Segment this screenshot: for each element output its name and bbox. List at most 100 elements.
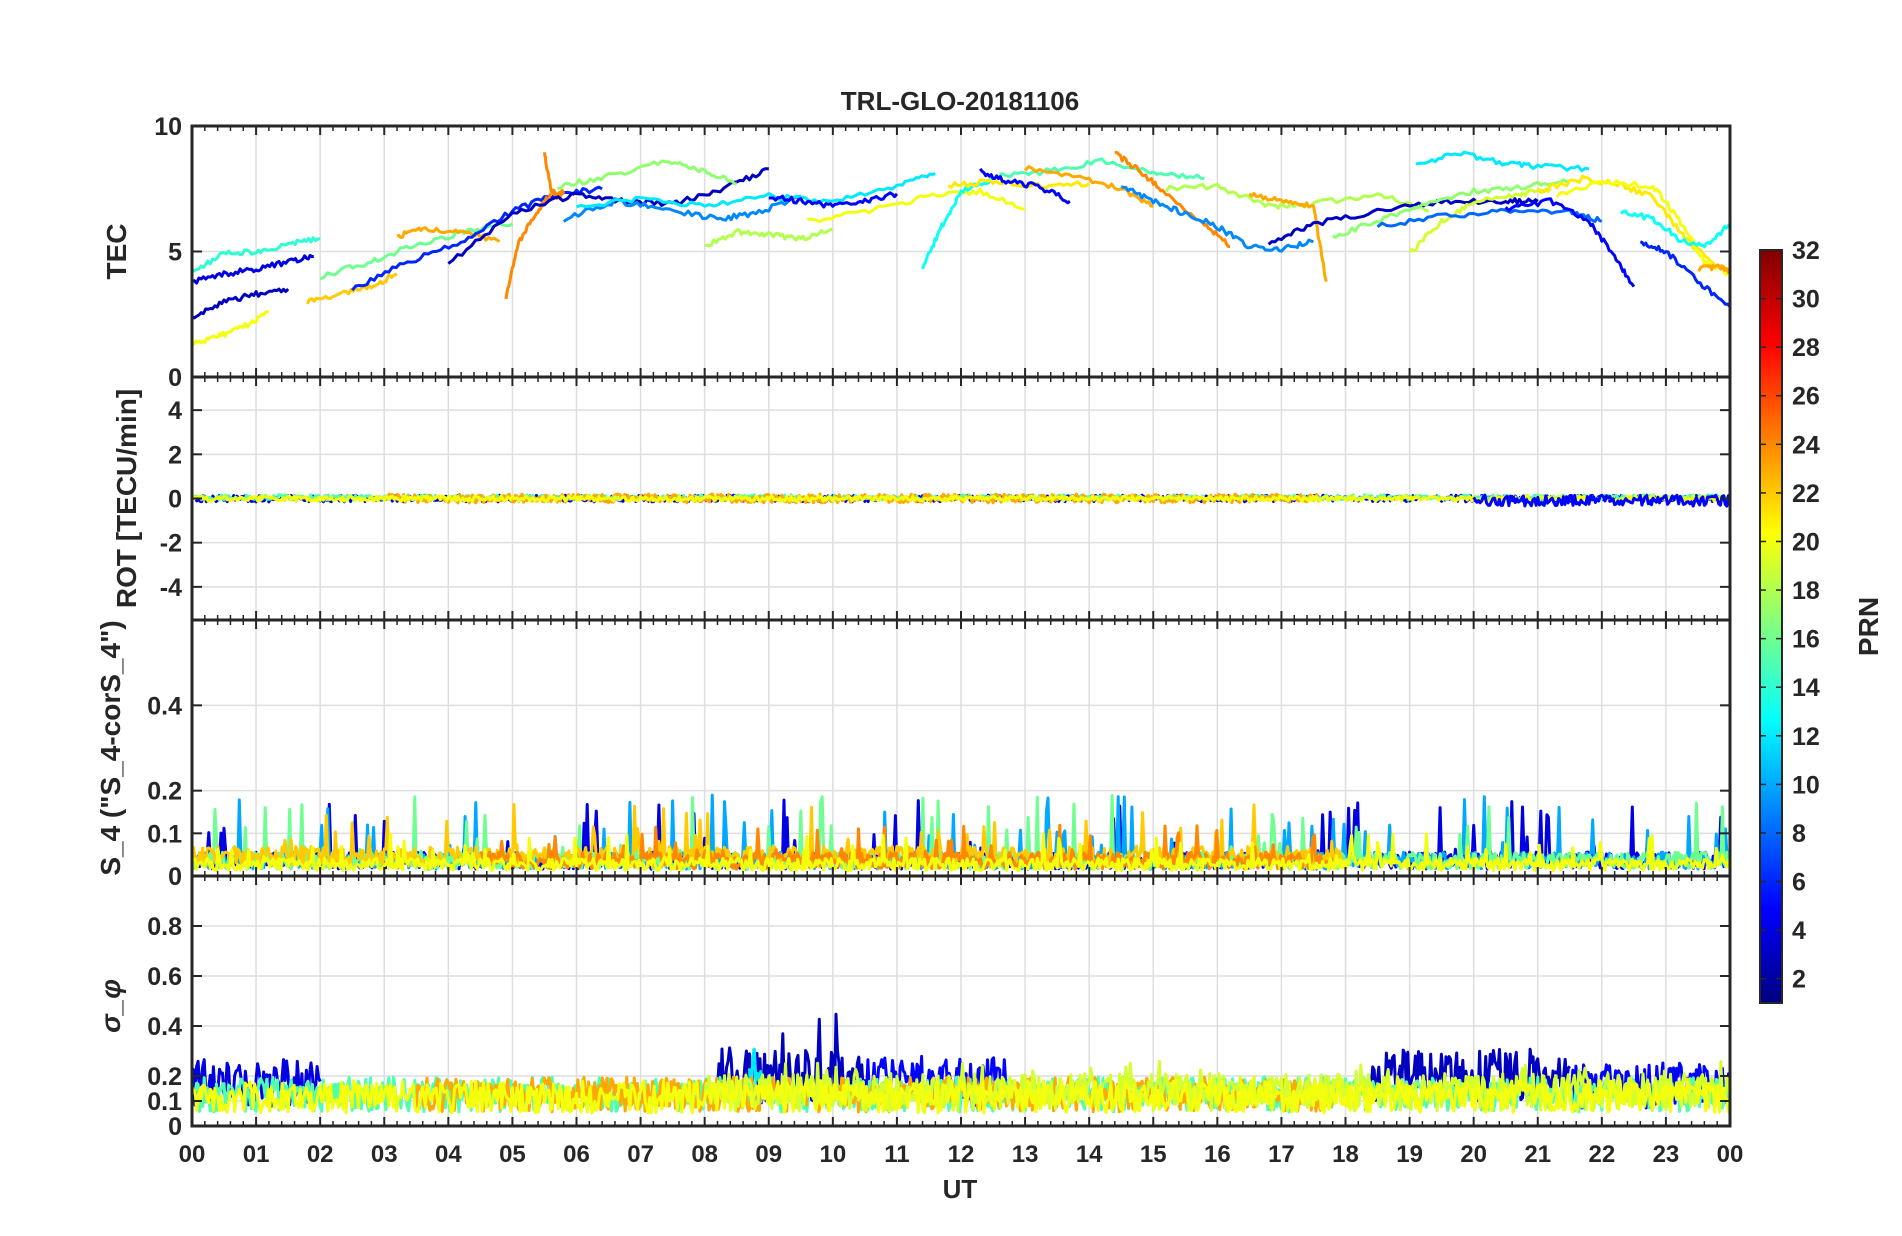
y-tick-label-tec: 0 (168, 364, 182, 392)
series-line-tec-prn-23 (1248, 191, 1328, 283)
series-line-tec-prn-12 (1415, 150, 1590, 173)
colorbar-tick-label: 28 (1792, 334, 1820, 362)
y-tick-label-sigma_phi: 0.2 (147, 1063, 182, 1091)
y-tick-label-tec: 5 (168, 239, 182, 267)
colorbar-tick-label: 30 (1792, 286, 1820, 314)
series-line-tec-prn-24 (1114, 150, 1231, 248)
x-tick-label: 02 (307, 1141, 334, 1168)
series-line-sigma_phi-prn-4 (191, 1058, 322, 1108)
series-line-tec-prn-3 (191, 287, 290, 320)
x-tick-label: 10 (819, 1141, 846, 1168)
series-line-tec-prn-6 (1639, 240, 1732, 308)
x-tick-label: 16 (1204, 1141, 1231, 1168)
x-tick-label: 20 (1460, 1141, 1487, 1168)
series-line-tec-prn-17 (1332, 178, 1571, 239)
series-line-rot-prn-20 (190, 494, 1730, 503)
series-line-tec-prn-8 (1376, 207, 1603, 228)
y-tick-label-rot: 2 (168, 441, 182, 469)
series-line-tec-prn-13 (1620, 209, 1732, 249)
x-tick-label: 05 (499, 1141, 526, 1168)
colorbar-gradient (1759, 249, 1783, 1004)
colorbar-tick-label: 22 (1792, 480, 1820, 508)
y-axis-label-rot: ROT [TECU/min] (111, 389, 142, 608)
y-tick-label-rot: 4 (168, 397, 182, 425)
x-tick-label: 22 (1588, 1141, 1615, 1168)
series-line-tec-prn-3 (1267, 197, 1539, 246)
series-line-tec-prn-3 (447, 167, 769, 265)
series-line-tec-prn-5 (1504, 197, 1636, 288)
colorbar-tick-label: 32 (1792, 237, 1820, 265)
x-tick-label: 00 (1717, 1141, 1744, 1168)
y-axis-label-s4: S_4 ("S_4-corS_4") (95, 620, 126, 875)
series-line-tec-prn-14 (191, 236, 321, 274)
y-tick-label-s4: 0.1 (147, 820, 182, 848)
x-tick-label: 04 (435, 1141, 462, 1168)
y-tick-label-rot: -2 (160, 530, 182, 558)
series-line-tec-prn-23 (1024, 165, 1154, 208)
y-tick-label-sigma_phi: 0.6 (147, 963, 182, 991)
series-line-tec-prn-23 (1697, 263, 1732, 274)
colorbar-tick-label: 8 (1792, 820, 1806, 848)
series-line-tec-prn-17 (557, 159, 737, 190)
colorbar-tick-label: 24 (1792, 431, 1820, 459)
series-line-tec-prn-21 (947, 178, 1090, 190)
y-tick-label-tec: 10 (154, 113, 182, 141)
x-tick-label: 09 (755, 1141, 782, 1168)
x-tick-label: 19 (1396, 1141, 1423, 1168)
x-tick-label: 23 (1653, 1141, 1680, 1168)
x-axis-label: UT (943, 1174, 978, 1204)
y-tick-label-s4: 0.2 (147, 778, 182, 806)
y-tick-label-sigma_phi: 0.4 (147, 1013, 182, 1041)
y-tick-label-sigma_phi: 0.8 (147, 913, 182, 941)
y-tick-label-s4: 0 (168, 863, 182, 891)
series-line-tec-prn-24 (543, 152, 566, 200)
chart-title: TRL-GLO-20181106 (841, 86, 1079, 116)
series-line-sigma_phi-prn-20 (190, 1079, 1732, 1115)
x-tick-label: 08 (691, 1141, 718, 1168)
colorbar-tick-label: 4 (1792, 917, 1806, 945)
x-tick-label: 18 (1332, 1141, 1359, 1168)
x-tick-label: 12 (948, 1141, 975, 1168)
y-axis-label-tec: TEC (101, 224, 132, 280)
x-tick-label: 17 (1268, 1141, 1295, 1168)
x-tick-label: 00 (179, 1141, 206, 1168)
y-tick-label-s4: 0.4 (147, 692, 182, 720)
series-line-tec-prn-21 (1536, 174, 1718, 268)
x-tick-label: 15 (1140, 1141, 1167, 1168)
x-tick-label: 01 (243, 1141, 270, 1168)
series-line-tec-prn-18 (704, 227, 834, 248)
series-line-tec-prn-20 (190, 310, 270, 346)
y-tick-label-sigma_phi: 0.1 (147, 1088, 182, 1116)
colorbar-tick-label: 20 (1792, 528, 1820, 556)
colorbar-label: PRN (1853, 597, 1884, 656)
x-tick-label: 13 (1012, 1141, 1039, 1168)
series-line-tec-prn-20 (1555, 179, 1732, 277)
x-tick-label: 21 (1524, 1141, 1551, 1168)
y-axis-label-sigma-phi: σ_φ (95, 979, 126, 1033)
series-line-tec-prn-5 (979, 167, 1071, 205)
colorbar-tick-label: 12 (1792, 723, 1820, 751)
series-line-rot-prn-5 (1472, 493, 1732, 508)
series-line-tec-prn-15 (999, 157, 1205, 181)
colorbar-tick-label: 6 (1792, 869, 1806, 897)
x-tick-label: 14 (1076, 1141, 1103, 1168)
series-line-tec-prn-20 (807, 187, 1026, 224)
colorbar-tick-label: 2 (1792, 966, 1806, 994)
colorbar-tick-label: 26 (1792, 383, 1820, 411)
series-line-tec-prn-4 (191, 253, 314, 285)
y-tick-label-rot: 0 (168, 486, 182, 514)
colorbar-tick-label: 10 (1792, 771, 1820, 799)
colorbar-tick-label: 18 (1792, 577, 1820, 605)
colorbar-tick-label: 14 (1792, 674, 1820, 702)
series-line-tec-prn-12 (576, 172, 936, 209)
x-tick-label: 11 (884, 1141, 909, 1168)
x-tick-label: 07 (627, 1141, 654, 1168)
y-tick-label-rot: -4 (160, 574, 182, 602)
y-tick-label-sigma_phi: 0 (168, 1113, 182, 1141)
series-line-tec-prn-19 (1408, 187, 1552, 254)
series-line-tec-prn-18 (1164, 182, 1430, 213)
series-line-tec-prn-9 (1121, 185, 1314, 253)
series-line-tec-prn-5 (768, 191, 899, 209)
